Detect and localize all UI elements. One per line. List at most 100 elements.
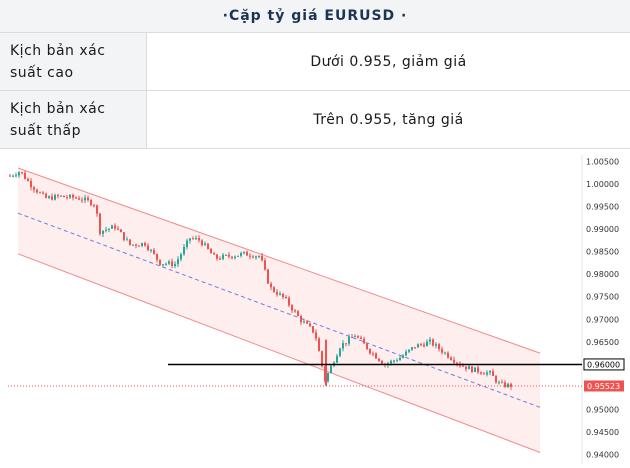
candle-body — [420, 344, 422, 345]
y-tick-label: 0.99500 — [586, 202, 619, 211]
candle-body — [33, 187, 35, 190]
candle-body — [474, 367, 476, 372]
y-tick-label: 0.98500 — [586, 248, 619, 257]
candle-body — [96, 205, 98, 213]
y-tick-label: 1.00000 — [586, 180, 619, 189]
candle-body — [120, 229, 122, 232]
page-title: ·Cặp tỷ giá EURUSD · — [0, 0, 630, 33]
candle-body — [282, 294, 284, 297]
candle-body — [300, 316, 302, 322]
candle-body — [141, 243, 143, 246]
candle-body — [24, 173, 26, 179]
candle-body — [180, 254, 182, 259]
candle-body — [414, 347, 416, 348]
candle-body — [318, 338, 320, 351]
candle-body — [411, 347, 413, 349]
candle-body — [111, 225, 113, 228]
candle-body — [363, 339, 365, 344]
candle-body — [57, 195, 59, 196]
candle-body — [165, 264, 167, 265]
candle-body — [390, 361, 392, 364]
candle-body — [372, 353, 374, 354]
candle-body — [477, 367, 479, 372]
candle-body — [246, 252, 248, 256]
candle-body — [444, 353, 446, 354]
table-row: Kịch bản xác suất cao Dưới 0.955, giảm g… — [0, 33, 630, 91]
y-tick-label: 0.95000 — [586, 406, 619, 415]
scenario-label-high: Kịch bản xác suất cao — [0, 33, 147, 91]
candle-body — [342, 343, 344, 348]
candle-body — [201, 240, 203, 245]
candle-body — [453, 360, 455, 363]
candle-body — [303, 322, 305, 323]
scenario-value-low: Trên 0.955, tăng giá — [147, 91, 630, 149]
candle-body — [360, 338, 362, 339]
candle-body — [468, 367, 470, 370]
candle-body — [117, 229, 119, 230]
price-chart-svg: 1.005001.000000.995000.990000.985000.980… — [0, 155, 630, 464]
candle-body — [144, 243, 146, 246]
candle-body — [48, 196, 50, 198]
candle-body — [243, 252, 245, 253]
candle-body — [435, 344, 437, 345]
candle-body — [330, 366, 332, 373]
candle-body — [147, 246, 149, 250]
current-price-label: 0.95523 — [587, 382, 620, 391]
candle-body — [369, 349, 371, 353]
candle-body — [345, 343, 347, 344]
scenario-label-low: Kịch bản xác suất thấp — [0, 91, 147, 149]
candle-body — [51, 196, 53, 199]
candle-body — [42, 193, 44, 194]
candle-body — [462, 366, 464, 367]
candle-body — [186, 241, 188, 247]
candle-body — [423, 345, 425, 347]
candle-body — [396, 360, 398, 361]
y-tick-label: 0.97500 — [586, 293, 619, 302]
table-row: Kịch bản xác suất thấp Trên 0.955, tăng … — [0, 91, 630, 149]
candle-body — [63, 196, 65, 197]
resistance-price-label: 0.96000 — [587, 360, 620, 369]
candle-body — [36, 190, 38, 193]
candle-body — [438, 344, 440, 349]
candle-body — [393, 361, 395, 362]
candle-body — [69, 195, 71, 198]
candle-body — [309, 324, 311, 327]
candle-body — [408, 350, 410, 352]
candle-body — [9, 176, 11, 177]
candle-body — [297, 311, 299, 316]
candle-body — [39, 192, 41, 193]
candle-body — [99, 214, 101, 234]
candle-body — [489, 371, 491, 372]
candle-body — [357, 336, 359, 337]
candle-body — [315, 332, 317, 338]
candle-body — [18, 172, 20, 175]
candle-body — [114, 225, 116, 228]
candle-body — [348, 337, 350, 344]
candle-body — [210, 249, 212, 253]
candle-body — [498, 382, 500, 383]
candle-body — [204, 244, 206, 245]
candle-body — [213, 253, 215, 254]
candle-body — [429, 339, 431, 341]
y-tick-label: 0.99000 — [586, 225, 619, 234]
candle-body — [30, 181, 32, 187]
candle-body — [450, 358, 452, 360]
candle-body — [231, 257, 233, 258]
candle-body — [510, 384, 512, 387]
candle-body — [483, 374, 485, 375]
y-tick-label: 0.97000 — [586, 315, 619, 324]
candle-body — [291, 305, 293, 310]
candle-body — [447, 353, 449, 358]
candle-body — [252, 257, 254, 258]
y-tick-label: 1.00500 — [586, 157, 619, 166]
candle-body — [150, 250, 152, 251]
candle-body — [285, 297, 287, 298]
candle-body — [87, 198, 89, 200]
candle-body — [417, 344, 419, 347]
candle-body — [507, 384, 509, 387]
candle-body — [90, 200, 92, 205]
candle-body — [171, 261, 173, 266]
candle-body — [258, 256, 260, 257]
candle-body — [135, 245, 137, 246]
candle-body — [60, 196, 62, 197]
